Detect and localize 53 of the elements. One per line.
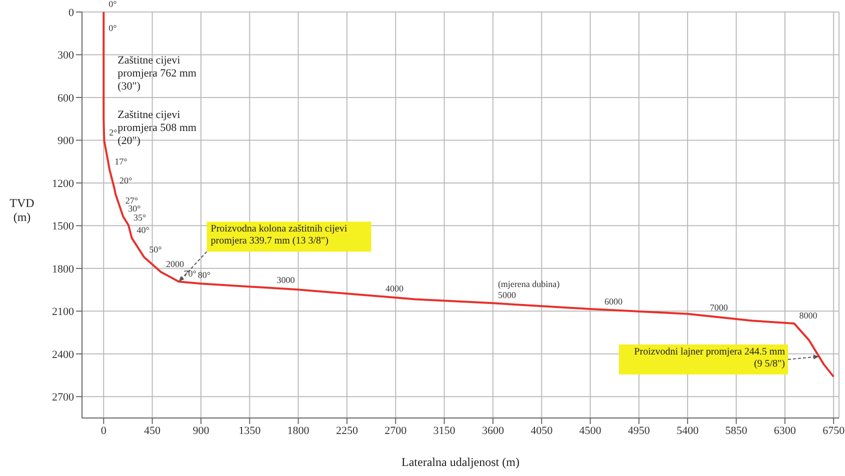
annotation: 5000 xyxy=(498,290,516,300)
x-tick-label: 2700 xyxy=(384,424,408,437)
y-tick-label: 900 xyxy=(58,135,74,148)
y-tick-label: 2700 xyxy=(52,392,74,404)
x-tick-label: 5850 xyxy=(725,424,748,437)
annotation: 70° xyxy=(184,268,197,279)
annotation: Proizvodna kolona zaštitnih cijevi promjera 339.7 mm (13 3/8") xyxy=(210,224,348,247)
annotation: (mjerena dubina) xyxy=(498,279,560,290)
x-tick-label: 6300 xyxy=(774,424,796,437)
x-tick-label: 3600 xyxy=(482,424,504,437)
y-tick-label: 600 xyxy=(58,92,74,104)
x-tick-label: 900 xyxy=(192,424,210,437)
annotation: 40° xyxy=(136,224,150,235)
annotation: 0° xyxy=(108,23,118,34)
y-tick-label: 2400 xyxy=(52,348,74,361)
y-tick-label: 2100 xyxy=(52,306,74,318)
annotation: 4000 xyxy=(385,283,404,294)
annotation: 20° xyxy=(119,176,132,186)
y-axis-title: TVD (m) xyxy=(10,196,35,224)
annotation: 17° xyxy=(114,156,128,167)
x-tick-label: 6750 xyxy=(822,424,845,437)
x-tick-label: 1350 xyxy=(238,424,262,437)
annotation: Zaštitne cijevi promjera 508 mm (20") xyxy=(118,108,197,147)
x-tick-label: 4500 xyxy=(579,424,602,437)
x-tick-label: 0 xyxy=(100,424,107,437)
x-tick-label: 3150 xyxy=(433,424,456,437)
x-tick-label: 4050 xyxy=(530,424,554,437)
annotation: 6000 xyxy=(604,296,623,306)
y-tick-label: 1200 xyxy=(52,178,74,190)
x-tick-label: 1800 xyxy=(287,424,310,437)
annotation: 35° xyxy=(134,212,146,222)
annotation: 80° xyxy=(198,270,211,280)
x-axis-title: Lateralna udaljenost (m) xyxy=(402,455,520,469)
annotation: 50° xyxy=(149,244,162,254)
annotation: Zaštitne cijevi promjera 762 mm (30") xyxy=(118,54,197,93)
line-series xyxy=(102,12,835,378)
annotation: 2000 xyxy=(166,258,184,269)
annotation: Proizvodni lajner promjera 244.5 mm (9 5/8") xyxy=(634,346,786,370)
x-tick-label: 450 xyxy=(144,424,162,437)
annotation: 8000 xyxy=(799,310,818,321)
y-tick-label: 1500 xyxy=(52,220,74,233)
y-tick-label: 0 xyxy=(68,6,74,19)
y-tick-label: 300 xyxy=(58,50,74,62)
annotation: 7000 xyxy=(710,302,728,313)
annotation: 3000 xyxy=(276,274,296,285)
annotation: 27° xyxy=(125,196,138,206)
x-tick-label: 5400 xyxy=(676,424,700,437)
annotation: 30° xyxy=(128,203,142,214)
annotation: 0° xyxy=(108,0,118,9)
annotation: 2° xyxy=(109,127,118,138)
x-tick-label: 4950 xyxy=(628,424,650,437)
y-tick-label: 1800 xyxy=(52,263,74,276)
x-tick-label: 2250 xyxy=(336,424,358,437)
